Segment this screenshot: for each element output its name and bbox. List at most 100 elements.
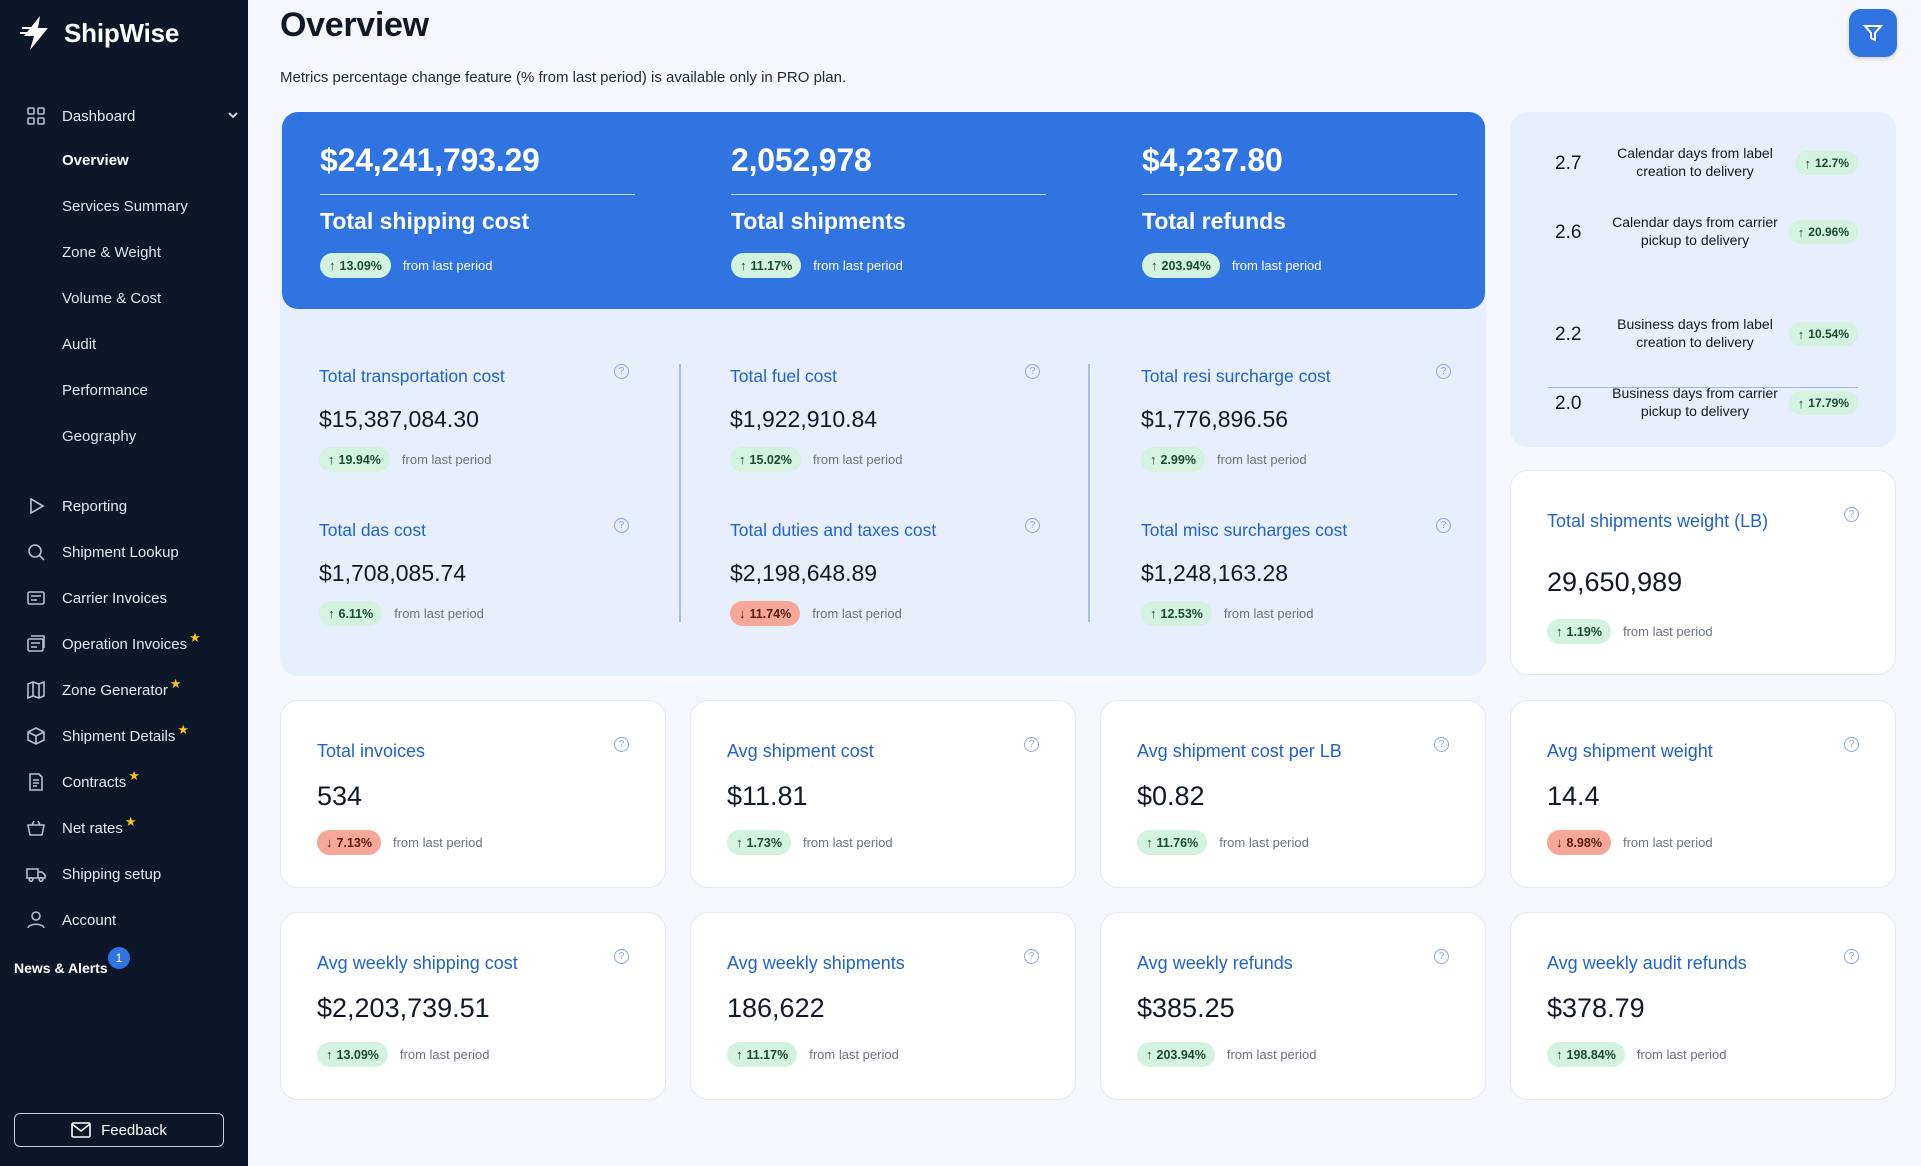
news-alerts-link[interactable]: News & Alerts <box>14 960 108 976</box>
sidebar-item-label: Dashboard <box>62 107 136 125</box>
from-last-period: from last period <box>812 452 903 467</box>
arrow-up-icon: ↑ <box>1797 224 1805 240</box>
arrow-up-icon: ↑ <box>1151 258 1158 273</box>
change-value: 20.96% <box>1808 225 1849 239</box>
card-change: ↑ 203.94% from last period <box>1137 1042 1316 1067</box>
card-change: ↑ 1.19% from last period <box>1547 619 1713 644</box>
sidebar-item-dashboard[interactable]: Dashboard <box>0 96 248 136</box>
filter-button[interactable] <box>1849 9 1897 57</box>
help-icon[interactable]: ? <box>1844 737 1859 752</box>
sidebar-item-label: Carrier Invoices <box>62 589 168 607</box>
cost-metric: Total fuel cost ? $1,922,910.84 ↑ 15.02% f… <box>730 364 1040 496</box>
feedback-label: Feedback <box>101 1121 167 1139</box>
card-title: Avg weekly audit refunds <box>1547 953 1747 973</box>
help-icon[interactable]: ? <box>1025 518 1040 533</box>
card-title: Avg weekly refunds <box>1137 953 1293 973</box>
sidebar-item-label-wrap: Reporting <box>62 498 127 515</box>
help-icon[interactable]: ? <box>1434 737 1449 752</box>
from-last-period: from last period <box>802 835 893 850</box>
card-change: ↓ 8.98% from last period <box>1547 830 1713 855</box>
sidebar-item-label: Contracts <box>62 773 127 791</box>
help-icon[interactable]: ? <box>1436 364 1451 379</box>
sidebar-subitem-volume-cost[interactable]: Volume & Cost <box>0 278 248 318</box>
arrow-up-icon: ↑ <box>1804 155 1811 171</box>
days-change: ↑ 12.7% <box>1795 151 1858 175</box>
help-icon[interactable]: ? <box>1434 949 1449 964</box>
from-last-period: from last period <box>1219 835 1309 850</box>
days-label: Calendar days from carrier pickup to del… <box>1612 214 1778 248</box>
help-icon[interactable]: ? <box>1844 949 1859 964</box>
sidebar-item-label: Performance <box>62 381 148 399</box>
sidebar-subitem-services-summary[interactable]: Services Summary <box>0 186 248 226</box>
pro-plan-notice: Metrics percentage change feature (% fro… <box>280 69 847 86</box>
card-change: ↑ 11.76% from last period <box>1137 830 1309 855</box>
sidebar-item-shipment-details[interactable]: Shipment Details ★ <box>0 716 248 756</box>
help-icon[interactable]: ? <box>1024 737 1039 752</box>
feedback-button[interactable]: Feedback <box>14 1113 224 1147</box>
sidebar-subitem-geography[interactable]: Geography <box>0 416 248 456</box>
help-icon[interactable]: ? <box>1024 949 1039 964</box>
change-value: 1.73% <box>746 835 782 850</box>
help-icon[interactable]: ? <box>614 364 629 379</box>
change-badge: ↑ 198.84% <box>1547 1042 1625 1067</box>
arrow-up-icon: ↑ <box>329 258 336 273</box>
sidebar-item-contracts[interactable]: Contracts ★ <box>0 762 248 802</box>
cost-metric: Total transportation cost ? $15,387,084.… <box>319 364 629 496</box>
metric-value: $2,198,648.89 <box>730 560 878 586</box>
sidebar-item-zone-generator[interactable]: Zone Generator ★ <box>0 670 248 710</box>
help-icon[interactable]: ? <box>614 518 629 533</box>
change-badge: ↑ 2.99% <box>1141 447 1205 472</box>
sidebar-item-shipment-lookup[interactable]: Shipment Lookup <box>0 532 248 572</box>
search-icon <box>26 542 46 562</box>
arrow-up-icon: ↑ <box>1146 1047 1153 1062</box>
sidebar-subitem-zone-weight[interactable]: Zone & Weight <box>0 232 248 272</box>
change-value: 7.13% <box>336 835 372 850</box>
metric-card: Avg weekly audit refunds ? $378.79 ↑ 198.… <box>1510 912 1896 1100</box>
change-badge: ↑ 12.53% <box>1141 601 1212 626</box>
brand-name: ShipWise <box>64 17 180 48</box>
column-divider <box>1088 364 1090 622</box>
days-label: Business days from label creation to del… <box>1617 316 1773 350</box>
from-last-period: from last period <box>399 1047 490 1062</box>
sidebar-item-shipping-setup[interactable]: Shipping setup <box>0 854 248 894</box>
sidebar-subitem-performance[interactable]: Performance <box>0 370 248 410</box>
brand-logo[interactable]: ShipWise <box>18 14 179 52</box>
metric-card: Avg shipment cost per LB ? $0.82 ↑ 11.76%… <box>1100 700 1486 888</box>
metric-change: ↑ 15.02% from last period <box>730 447 903 472</box>
sidebar-item-net-rates[interactable]: Net rates ★ <box>0 808 248 848</box>
help-icon[interactable]: ? <box>614 949 629 964</box>
hero-change: ↑ 13.09% from last period <box>320 253 493 278</box>
arrow-up-icon: ↑ <box>1146 835 1153 850</box>
sidebar-item-operation-invoices[interactable]: Operation Invoices ★ <box>0 624 248 664</box>
metric-value: $1,776,896.56 <box>1141 406 1289 432</box>
card-title: Total shipments weight (LB) <box>1547 511 1769 531</box>
card-value: 14.4 <box>1547 781 1600 811</box>
sidebar-subitem-overview[interactable]: Overview <box>0 140 248 180</box>
delivery-days-panel: 2.7 Calendar days from label creation to… <box>1510 112 1896 447</box>
hero-value: $4,237.80 <box>1142 142 1283 178</box>
days-value: 2.0 <box>1555 393 1582 414</box>
metric-value: $15,387,084.30 <box>319 406 479 432</box>
sidebar-item-label-wrap: Carrier Invoices <box>62 590 167 607</box>
sidebar-item-account[interactable]: Account <box>0 900 248 940</box>
help-icon[interactable]: ? <box>1025 364 1040 379</box>
card-title: Total invoices <box>317 741 426 761</box>
hero-change: ↑ 11.17% from last period <box>731 253 903 278</box>
metric-card: Avg weekly shipping cost ? $2,203,739.51… <box>280 912 666 1100</box>
sidebar-item-reporting[interactable]: Reporting <box>0 486 248 526</box>
help-icon[interactable]: ? <box>614 737 629 752</box>
help-icon[interactable]: ? <box>1436 518 1451 533</box>
sidebar-item-label: Reporting <box>62 497 128 515</box>
sidebar-subitem-audit[interactable]: Audit <box>0 324 248 364</box>
metric-title: Total das cost <box>319 520 426 540</box>
help-icon[interactable]: ? <box>1844 507 1859 522</box>
sidebar-item-carrier-invoices[interactable]: Carrier Invoices <box>0 578 248 618</box>
hero-metric: $24,241,793.29 Total shipping cost ↑ 13.0… <box>320 112 635 309</box>
change-badge: ↑ 203.94% <box>1137 1042 1215 1067</box>
chevron-down-icon[interactable] <box>226 108 240 122</box>
sidebar-item-label-wrap: Net rates ★ <box>62 814 137 837</box>
sidebar-item-label: Geography <box>62 427 137 445</box>
card-title: Avg shipment cost per LB <box>1137 741 1342 761</box>
arrow-down-icon: ↓ <box>1556 835 1563 850</box>
change-badge: ↑ 11.17% <box>727 1042 798 1067</box>
